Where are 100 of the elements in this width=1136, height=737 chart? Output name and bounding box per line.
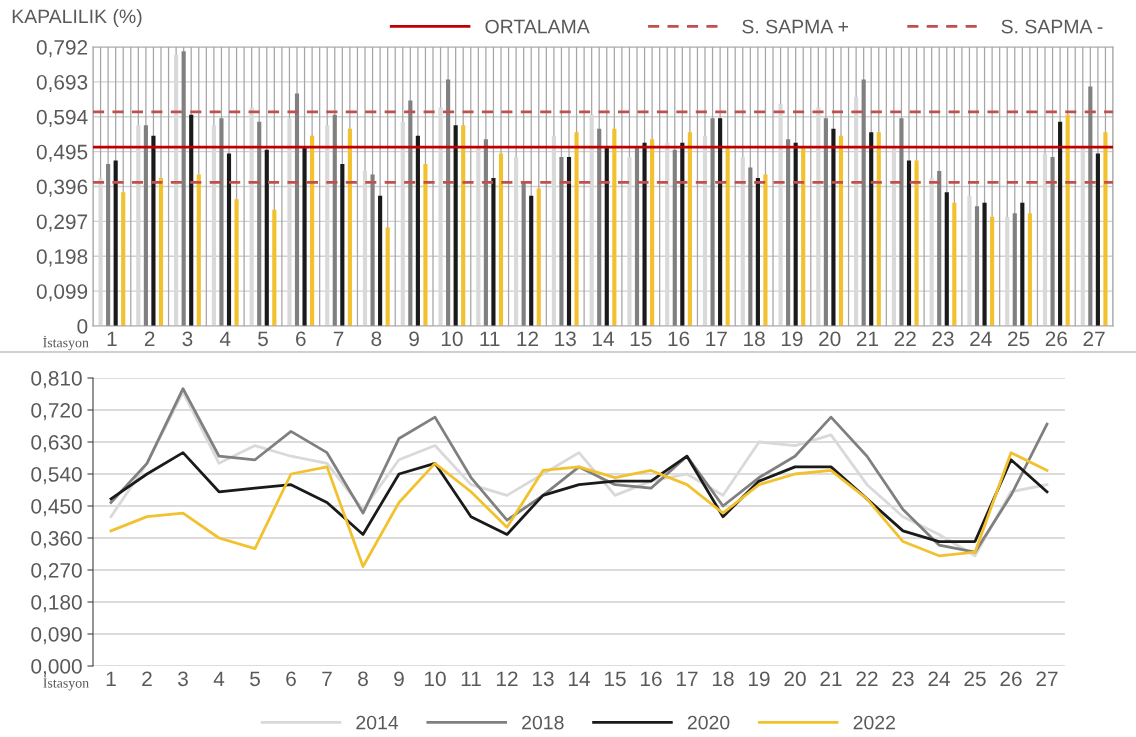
y-tick-label: 0,792 xyxy=(36,40,88,58)
x-tick-label: 16 xyxy=(641,671,662,687)
bar xyxy=(219,118,224,326)
bar xyxy=(672,149,677,326)
x-tick-label: 11 xyxy=(461,671,481,686)
y-tick-label: 0,594 xyxy=(36,109,88,127)
x-axis-title: İstasyon xyxy=(43,676,89,691)
bar xyxy=(597,128,602,326)
x-tick-label: 22 xyxy=(856,671,878,686)
bar xyxy=(521,181,526,326)
x-tick-label: 6 xyxy=(286,671,296,687)
x-tick-label: 12 xyxy=(497,671,518,686)
y-tick-label: 0,090 xyxy=(31,627,82,645)
bar xyxy=(838,135,844,326)
bar xyxy=(793,142,798,326)
bar xyxy=(302,146,307,326)
x-tick-label: 9 xyxy=(409,331,419,347)
bar xyxy=(1103,132,1108,326)
x-axis-title: İstasyon xyxy=(43,335,89,351)
bar xyxy=(899,118,904,326)
bar xyxy=(1065,114,1070,326)
bar xyxy=(718,118,723,326)
y-tick-label: 0,540 xyxy=(31,467,82,485)
bar xyxy=(990,216,995,326)
bar xyxy=(634,146,640,326)
bar xyxy=(982,202,987,326)
y-tick-label: 0,693 xyxy=(36,74,88,93)
bar xyxy=(121,192,126,326)
bar xyxy=(786,139,791,326)
line-series xyxy=(109,451,1049,568)
bar xyxy=(823,118,828,326)
bar xyxy=(189,114,194,326)
bar xyxy=(294,93,300,326)
bar xyxy=(755,178,760,326)
x-tick-label: 14 xyxy=(569,671,590,686)
x-tick-label: 21 xyxy=(820,671,842,686)
y-tick-label: 0,000 xyxy=(31,659,82,677)
bar xyxy=(1088,86,1093,326)
x-tick-label: 21 xyxy=(856,331,879,346)
bar xyxy=(763,174,768,326)
y-tick-label: 0,270 xyxy=(31,563,82,581)
bar xyxy=(725,146,730,326)
bar xyxy=(748,167,753,326)
bar xyxy=(559,156,564,326)
bar xyxy=(181,51,186,326)
legend-label: 2014 xyxy=(356,715,399,730)
legend-label: S. SAPMA + xyxy=(742,19,848,34)
bar xyxy=(257,121,262,326)
bar xyxy=(483,139,488,326)
x-tick-label: 5 xyxy=(258,331,268,347)
x-tick-label: 23 xyxy=(892,671,914,687)
bar xyxy=(529,195,534,326)
bar xyxy=(264,149,269,326)
bar xyxy=(453,125,458,326)
bar xyxy=(340,163,345,326)
x-tick-label: 20 xyxy=(819,331,841,347)
x-tick-label: 19 xyxy=(749,671,770,687)
bar xyxy=(423,163,428,326)
bar xyxy=(370,174,375,326)
x-tick-label: 2 xyxy=(144,331,155,346)
bar xyxy=(415,135,420,326)
y-tick-label: 0,198 xyxy=(36,249,88,267)
x-tick-label: 23 xyxy=(932,331,954,347)
x-tick-label: 13 xyxy=(555,331,576,347)
x-tick-label: 2 xyxy=(142,671,152,686)
bar xyxy=(1095,153,1100,326)
bar xyxy=(642,142,647,326)
x-tick-label: 3 xyxy=(182,331,193,347)
bar xyxy=(408,100,413,326)
legend-label: 2022 xyxy=(853,715,895,730)
y-tick-label: 0,810 xyxy=(31,371,82,389)
x-tick-label: 27 xyxy=(1083,331,1105,346)
bar xyxy=(385,227,390,326)
bar xyxy=(226,153,232,326)
x-tick-label: 10 xyxy=(441,331,463,347)
x-tick-label: 15 xyxy=(630,331,652,347)
y-tick-label: 0,630 xyxy=(31,435,82,453)
x-tick-label: 4 xyxy=(219,331,231,346)
bar xyxy=(937,171,942,326)
x-tick-label: 17 xyxy=(677,671,698,686)
bar xyxy=(1050,156,1055,326)
bar xyxy=(272,209,277,326)
y-axis-title: KAPALILIK (%) xyxy=(12,8,142,28)
bar xyxy=(680,142,685,326)
x-tick-label: 8 xyxy=(358,671,368,687)
bar xyxy=(196,174,201,326)
bar xyxy=(876,132,881,326)
x-tick-label: 15 xyxy=(605,671,626,687)
bar xyxy=(491,178,496,326)
x-tick-label: 3 xyxy=(178,671,188,687)
y-tick-label: 0,396 xyxy=(36,179,88,197)
bar xyxy=(831,128,836,326)
x-tick-label: 18 xyxy=(713,671,734,687)
x-tick-label: 27 xyxy=(1036,671,1058,686)
x-tick-label: 12 xyxy=(517,331,538,346)
y-tick-label: 0,720 xyxy=(31,403,82,421)
bar xyxy=(461,125,466,326)
bar xyxy=(974,206,980,326)
bar xyxy=(151,135,156,326)
x-tick-label: 20 xyxy=(784,671,806,687)
